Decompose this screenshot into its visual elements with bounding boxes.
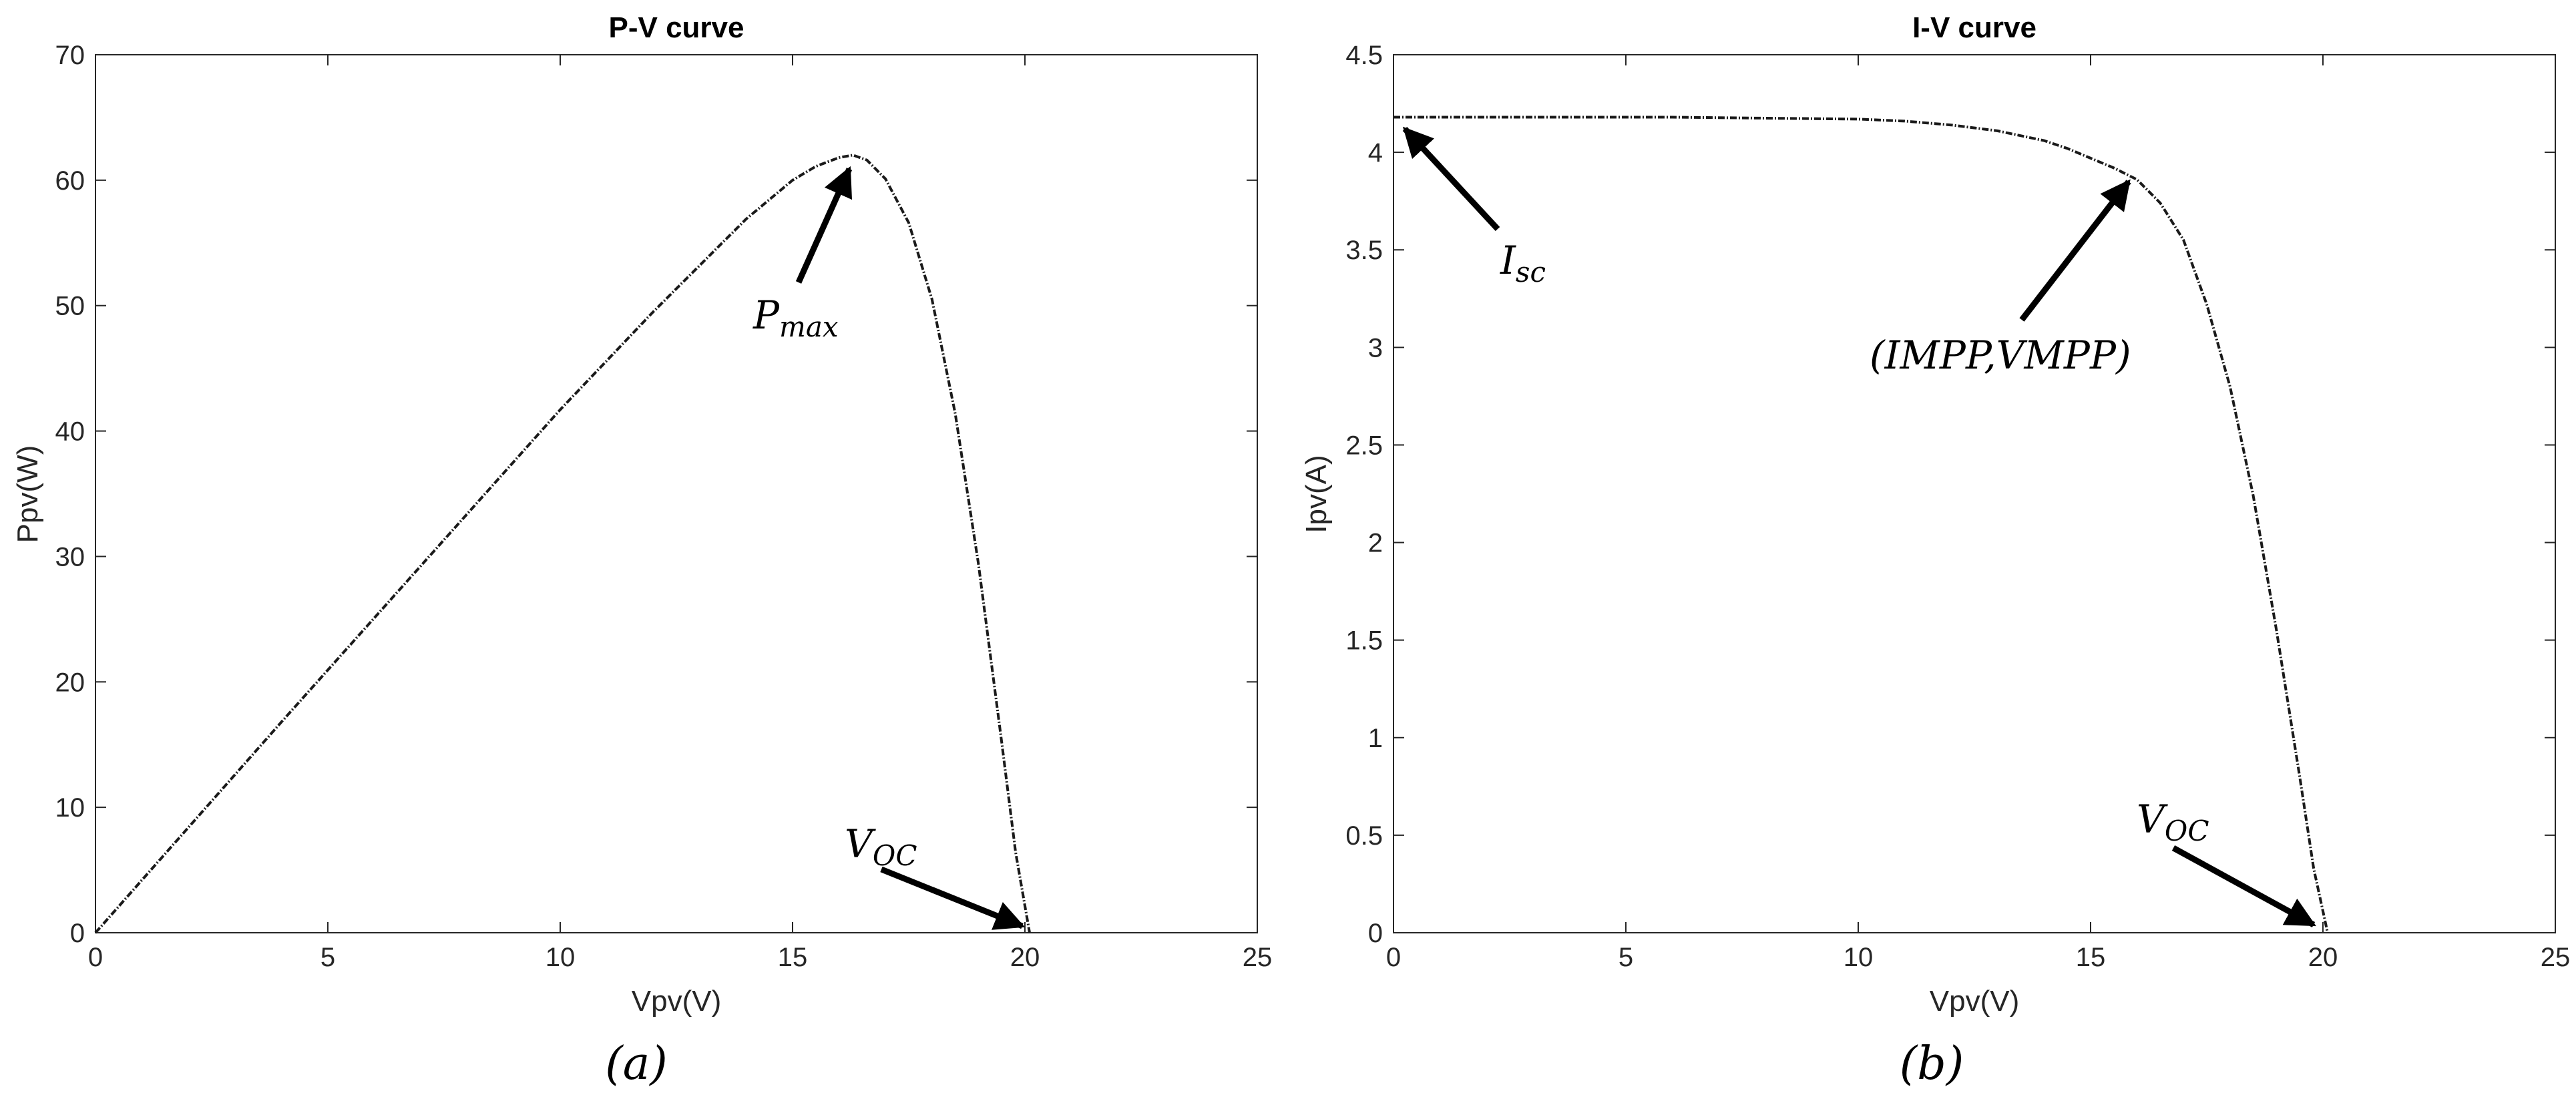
isc-label: Isc xyxy=(1500,238,1546,288)
pmax-label-base: P xyxy=(753,292,780,338)
pv-y-tick-label: 0 xyxy=(70,919,85,948)
isc-label-sub: sc xyxy=(1516,256,1546,288)
iv-y-tick-label: 3 xyxy=(1368,333,1383,363)
mpp-arrow xyxy=(2019,179,2131,322)
iv-y-tick-label: 2.5 xyxy=(1345,431,1383,460)
iv-x-tick-label: 5 xyxy=(1619,943,1633,972)
pv-y-tick-label: 40 xyxy=(55,417,85,447)
voc-label-b: VOC xyxy=(2137,797,2209,847)
pv-chart-title: P-V curve xyxy=(609,11,744,44)
iv-curve-panel: 0 5 10 15 20 25 0 0.5 1 1.5 2 2.5 3 3.5 4 4.5 I-V curv… xyxy=(1300,11,2570,1090)
voc-label-a-base: V xyxy=(845,821,876,867)
iv-y-tick-label: 3.5 xyxy=(1345,236,1383,265)
mpp-label: (IMPP,VMPP) xyxy=(1870,333,2131,378)
voc-label-b-sub: OC xyxy=(2165,815,2209,847)
pv-y-tick-label: 70 xyxy=(55,41,85,70)
pv-y-axis-label: Ppv(W) xyxy=(11,445,44,543)
pv-x-tick-label: 15 xyxy=(778,943,808,972)
iv-x-axis: 0 5 10 15 20 25 xyxy=(1386,55,2570,972)
iv-x-tick-label: 0 xyxy=(1386,943,1401,972)
iv-x-axis-label: Vpv(V) xyxy=(1930,985,2019,1018)
pv-x-tick-label: 20 xyxy=(1010,943,1040,972)
iv-plot-area xyxy=(1393,54,2556,933)
pv-x-axis-label: Vpv(V) xyxy=(632,985,721,1018)
pv-curve-panel: 0 5 10 15 20 25 0 10 20 30 40 50 60 70 P-V curve Vpv… xyxy=(11,11,1272,1090)
isc-arrow xyxy=(1402,126,1500,232)
iv-x-tick-label: 25 xyxy=(2541,943,2571,972)
voc-label-b-base: V xyxy=(2137,797,2168,842)
voc-arrow-a xyxy=(880,866,1026,930)
iv-y-tick-label: 1.5 xyxy=(1345,626,1383,656)
iv-y-tick-label: 1 xyxy=(1368,724,1383,753)
iv-chart-title: I-V curve xyxy=(1912,11,2036,44)
caption-b: (b) xyxy=(1900,1038,1964,1090)
caption-a: (a) xyxy=(605,1038,668,1090)
iv-y-axis: 0 0.5 1 1.5 2 2.5 3 3.5 4 4.5 xyxy=(1345,41,2555,948)
iv-y-tick-label: 0 xyxy=(1368,919,1383,948)
pv-plot-area xyxy=(95,54,1258,933)
pv-x-tick-label: 0 xyxy=(88,943,103,972)
iv-x-tick-label: 10 xyxy=(1844,943,1874,972)
pv-y-axis: 0 10 20 30 40 50 60 70 xyxy=(55,41,1257,948)
isc-label-base: I xyxy=(1500,238,1516,283)
pmax-label-sub: max xyxy=(779,310,839,343)
pv-x-tick-label: 25 xyxy=(1243,943,1273,972)
pv-y-tick-label: 10 xyxy=(55,793,85,823)
iv-x-tick-label: 20 xyxy=(2308,943,2338,972)
pmax-label: Pmax xyxy=(753,292,839,343)
iv-x-tick-label: 15 xyxy=(2076,943,2106,972)
pv-y-tick-label: 30 xyxy=(55,542,85,572)
iv-y-tick-label: 0.5 xyxy=(1345,821,1383,851)
iv-y-tick-label: 4.5 xyxy=(1345,41,1383,70)
iv-curve-line xyxy=(1393,116,2329,933)
pv-x-tick-label: 5 xyxy=(320,943,335,972)
pv-y-tick-label: 20 xyxy=(55,668,85,697)
iv-y-tick-label: 4 xyxy=(1368,138,1383,168)
pv-y-tick-label: 50 xyxy=(55,292,85,321)
voc-label-a: VOC xyxy=(845,821,917,872)
pmax-arrow xyxy=(795,166,853,284)
iv-y-axis-label: Ipv(A) xyxy=(1300,455,1333,533)
pv-x-tick-label: 10 xyxy=(546,943,576,972)
pv-curve-line xyxy=(94,154,1031,934)
voc-label-a-sub: OC xyxy=(873,839,917,872)
pv-x-axis: 0 5 10 15 20 25 xyxy=(88,55,1272,972)
voc-arrow-b xyxy=(2171,845,2316,927)
pv-y-tick-label: 60 xyxy=(55,166,85,196)
iv-y-tick-label: 2 xyxy=(1368,529,1383,558)
